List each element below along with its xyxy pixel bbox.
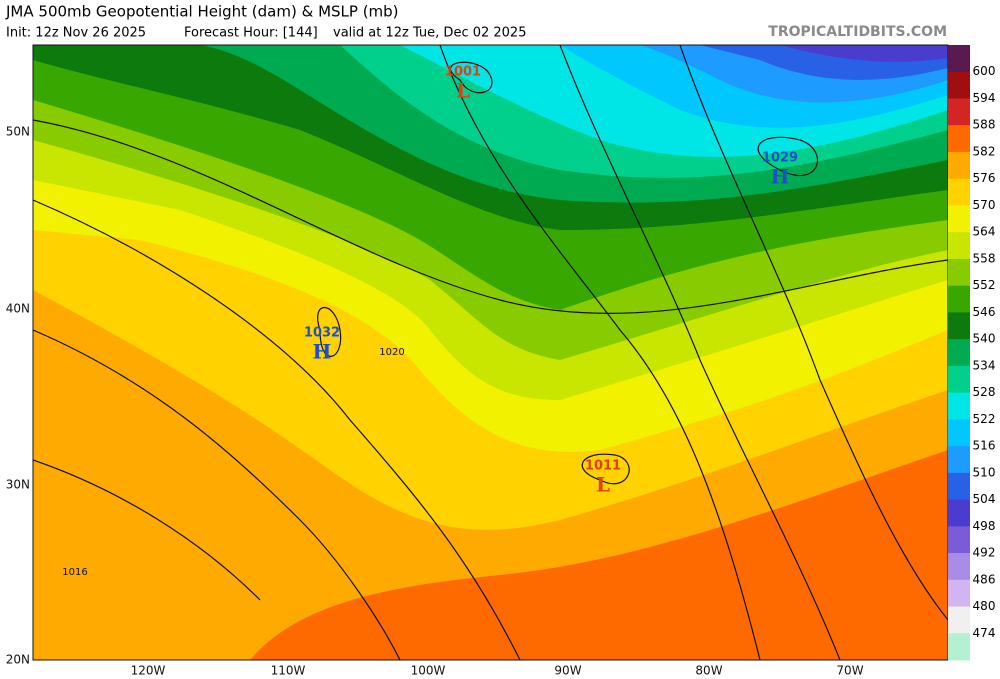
longitude-label: 80W: [695, 664, 722, 678]
colorbar-segment: [948, 446, 970, 474]
colorbar-label: 540: [973, 332, 996, 346]
pressure-value: 1011: [585, 459, 621, 474]
colorbar-label: 564: [973, 225, 996, 239]
colorbar-segment: [948, 633, 970, 661]
colorbar-label: 498: [973, 519, 996, 533]
pressure-value: 1032: [304, 326, 340, 341]
colorbar-segment: [948, 178, 970, 206]
colorbar-label: 582: [973, 144, 996, 158]
colorbar-label: 588: [973, 118, 996, 132]
forecast-hour: Forecast Hour: [144]: [184, 26, 318, 41]
colorbar-segment: [948, 98, 970, 126]
pressure-value: 1001: [445, 65, 481, 80]
colorbar-segment: [948, 258, 970, 287]
colorbar-label: 558: [973, 251, 996, 265]
longitude-label: 110W: [271, 664, 306, 678]
isobar-label: 1020: [379, 347, 404, 358]
colorbar-segment: [948, 499, 970, 527]
colorbar-segment: [948, 151, 970, 180]
latitude-label: 50N: [6, 125, 30, 139]
longitude-label: 90W: [554, 664, 581, 678]
colorbar-segment: [948, 392, 970, 420]
colorbar: 600 594 588 582 576 570 564 558 552 546 540 534 528 5…: [948, 45, 995, 661]
colorbar-label: 546: [973, 305, 996, 319]
latitude-label: 40N: [6, 302, 30, 316]
colorbar-segment: [948, 312, 970, 340]
colorbar-label: 480: [973, 599, 996, 613]
colorbar-label: 528: [973, 385, 996, 399]
longitude-label: 100W: [411, 664, 446, 678]
longitude-label: 70W: [836, 664, 863, 678]
colorbar-label: 474: [973, 626, 996, 640]
latitude-label: 30N: [6, 478, 30, 492]
colorbar-segment: [948, 419, 970, 447]
colorbar-segment: [948, 232, 970, 260]
pressure-center: L: [596, 473, 610, 497]
colorbar-label: 552: [973, 278, 996, 292]
colorbar-segment: [948, 339, 970, 367]
colorbar-label: 492: [973, 546, 996, 560]
colorbar-segment: [948, 71, 970, 99]
colorbar-label: 534: [973, 358, 996, 372]
valid-time: valid at 12z Tue, Dec 02 2025: [333, 26, 526, 41]
colorbar-segment: [948, 45, 970, 73]
colorbar-label: 510: [973, 465, 996, 479]
colorbar-label: 522: [973, 412, 996, 426]
init-time: Init: 12z Nov 26 2025: [6, 26, 146, 41]
colorbar-segment: [948, 579, 970, 608]
colorbar-label: 600: [973, 64, 996, 78]
isobar-label: 1016: [62, 567, 87, 578]
colorbar-label: 516: [973, 439, 996, 453]
pressure-center: H: [313, 340, 332, 364]
pressure-value: 1029: [762, 151, 798, 166]
source: TROPICALTIDBITS.COM: [768, 24, 947, 40]
colorbar-segment: [948, 472, 970, 501]
colorbar-segment: [948, 285, 970, 313]
colorbar-segment: [948, 606, 970, 634]
latitude-label: 20N: [6, 653, 30, 667]
colorbar-segment: [948, 365, 970, 394]
colorbar-label: 504: [973, 492, 996, 506]
height-bands: [33, 45, 948, 660]
colorbar-label: 570: [973, 198, 996, 212]
colorbar-segment: [948, 526, 970, 554]
colorbar-label: 486: [973, 572, 996, 586]
colorbar-segment: [948, 125, 970, 153]
colorbar-segment: [948, 553, 970, 581]
colorbar-segment: [948, 205, 970, 233]
pressure-center: L: [456, 79, 470, 103]
colorbar-label: 594: [973, 91, 996, 105]
title: JMA 500mb Geopotential Height (dam) & MS…: [5, 3, 399, 21]
colorbar-label: 576: [973, 171, 996, 185]
pressure-center: H: [771, 165, 790, 189]
longitude-label: 120W: [131, 664, 166, 678]
